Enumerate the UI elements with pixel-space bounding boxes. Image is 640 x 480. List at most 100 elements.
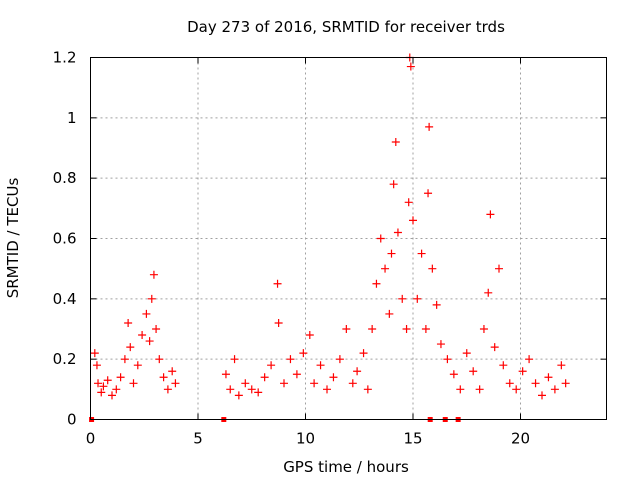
- y-axis-label: SRMTID / TECUs: [4, 178, 22, 299]
- data-point: [544, 373, 553, 382]
- data-point: [230, 355, 239, 364]
- data-point: [155, 355, 164, 364]
- data-point: [406, 62, 415, 71]
- data-point: [310, 379, 319, 388]
- data-point: [363, 385, 372, 394]
- data-point: [305, 331, 314, 340]
- x-tick-label: 15: [403, 430, 422, 448]
- x-tick-label: 10: [296, 430, 315, 448]
- data-point: [348, 379, 357, 388]
- data-point: [149, 270, 158, 279]
- data-point: [421, 325, 430, 333]
- data-point: [368, 325, 377, 333]
- data-point: [241, 379, 250, 388]
- data-point: [389, 180, 398, 189]
- data-point: [443, 355, 452, 364]
- data-point: [124, 318, 133, 327]
- data-point: [112, 385, 121, 394]
- data-point: [163, 385, 172, 394]
- data-point: [462, 349, 471, 358]
- points-layer: [89, 53, 570, 422]
- data-point: [484, 288, 493, 297]
- data-point: [436, 340, 445, 349]
- x-tick-labels: 0 5 10 15 20: [86, 430, 530, 448]
- data-point: [335, 355, 344, 364]
- data-point: [267, 361, 276, 370]
- data-point: [126, 343, 135, 352]
- data-point: [323, 385, 331, 394]
- y-tick-label: 0.8: [53, 169, 77, 187]
- data-point: [147, 294, 156, 303]
- data-point: [108, 391, 116, 400]
- data-point: [221, 370, 230, 379]
- data-point: [145, 337, 154, 346]
- data-point: [138, 331, 147, 340]
- data-point: [120, 355, 129, 364]
- data-point: [518, 367, 527, 376]
- data-point: [479, 325, 488, 333]
- data-point: [404, 198, 413, 207]
- data-point: [538, 391, 546, 400]
- y-tick-label: 0.4: [53, 290, 77, 308]
- data-point: [456, 385, 465, 394]
- data-point: [152, 325, 161, 333]
- data-point: [413, 294, 422, 303]
- data-point: [449, 370, 458, 379]
- data-point: [424, 189, 433, 198]
- y-tick-label: 0.2: [53, 350, 77, 368]
- data-point: [299, 349, 308, 358]
- data-point: [490, 343, 499, 352]
- data-point: [129, 379, 138, 388]
- data-point: [393, 228, 402, 237]
- data-point: [561, 379, 570, 388]
- data-point: [398, 294, 407, 303]
- data-point: [428, 264, 437, 273]
- data-point: [171, 379, 180, 388]
- data-point: [402, 325, 411, 333]
- data-point: [116, 373, 125, 382]
- data-point: [342, 325, 351, 333]
- data-point: [381, 264, 390, 273]
- y-tick-label: 1.2: [53, 49, 77, 67]
- x-tick-label: 0: [86, 430, 96, 448]
- data-point: [385, 309, 394, 318]
- data-point: [99, 382, 108, 391]
- data-point: [499, 361, 508, 370]
- data-point: [247, 385, 256, 394]
- data-point: [226, 385, 235, 394]
- data-point: [329, 373, 338, 382]
- data-point: [550, 385, 559, 394]
- data-point: [316, 361, 325, 370]
- data-point: [531, 379, 540, 388]
- data-point: [505, 379, 514, 388]
- chart-title: Day 273 of 2016, SRMTID for receiver trd…: [187, 18, 505, 36]
- data-point: [274, 318, 283, 327]
- data-point: [432, 300, 441, 309]
- grid-layer: [90, 57, 607, 420]
- data-point: [90, 349, 99, 358]
- data-point: [353, 367, 362, 376]
- data-point: [359, 349, 368, 358]
- data-point: [387, 249, 396, 258]
- data-point: [512, 385, 521, 394]
- y-tick-label: 0.6: [53, 230, 77, 248]
- data-point: [409, 216, 417, 225]
- data-point: [372, 279, 381, 288]
- x-tick-label: 5: [193, 430, 203, 448]
- data-point: [280, 379, 288, 388]
- ticks-layer: [90, 57, 607, 420]
- data-point: [417, 249, 426, 258]
- data-point: [234, 391, 243, 400]
- data-point: [425, 122, 434, 131]
- data-point: [475, 385, 484, 394]
- data-point: [376, 234, 385, 243]
- x-tick-label: 20: [511, 430, 530, 448]
- data-point: [525, 355, 534, 364]
- data-point: [94, 379, 103, 388]
- data-point: [495, 264, 503, 273]
- data-point: [391, 137, 400, 146]
- data-point: [292, 370, 301, 379]
- data-point: [260, 373, 269, 382]
- data-point: [92, 361, 101, 370]
